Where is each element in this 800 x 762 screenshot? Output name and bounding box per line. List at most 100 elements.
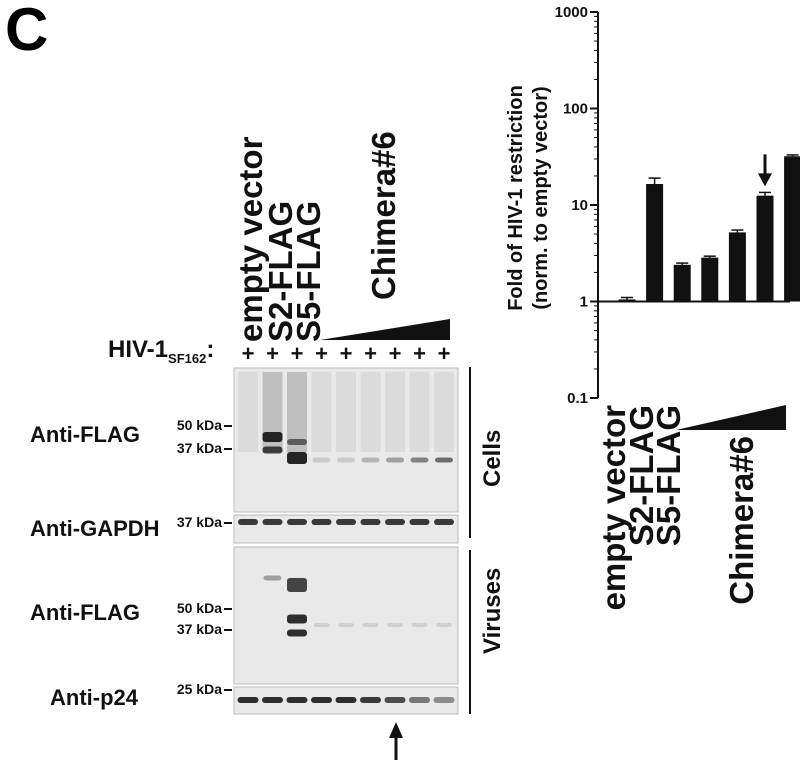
blot-band [311, 519, 332, 525]
blot-smear [238, 372, 258, 452]
mw-marker: 50 kDa [177, 417, 222, 433]
blot-band [362, 623, 379, 627]
blot-band [361, 457, 380, 463]
blot-band [287, 614, 307, 624]
blot-band [287, 452, 307, 464]
titration-wedge-blot [320, 319, 450, 340]
blot-band [411, 623, 428, 627]
blot-band [287, 439, 307, 445]
lane-label-s5-flag: S5-FLAG [290, 201, 327, 342]
blot-band [433, 697, 455, 703]
chart-bar [646, 184, 664, 302]
blot-label-cells-flag: Anti-FLAG [30, 422, 140, 447]
blot-label-gapdh: Anti-GAPDH [30, 516, 160, 541]
blot-band [237, 697, 259, 703]
blot-smear [434, 372, 454, 452]
blot-band [311, 697, 332, 703]
blot-band [262, 432, 283, 442]
virus-lane-plus: + [413, 341, 426, 366]
blot-smear [311, 372, 332, 452]
blot-band [435, 457, 453, 463]
lane-label-empty-vector: empty vector [232, 136, 269, 342]
mw-marker: 25 kDa [177, 681, 222, 697]
blot-band [335, 697, 357, 703]
mw-marker: 37 kDa [177, 440, 222, 456]
virus-label-prefix: HIV-1 [108, 336, 168, 363]
panel-letter: C [5, 0, 48, 63]
blot-band [336, 519, 356, 525]
virus-lane-plus: + [364, 341, 377, 366]
blot-band [338, 623, 354, 627]
blot-label-viruses-flag: Anti-FLAG [30, 600, 140, 625]
blot-band [313, 623, 330, 627]
blot-band [360, 519, 381, 525]
blot-band [436, 623, 452, 627]
blot-smear [409, 372, 430, 452]
blot-band [287, 519, 307, 525]
blot-band [360, 697, 381, 703]
virus-lane-plus: + [438, 341, 451, 366]
group-label-cells: Cells [479, 430, 506, 487]
chart-xlabel-s2-flag: S2-FLAG [623, 405, 660, 546]
y-tick-label: 10 [571, 197, 588, 214]
blot-band [262, 519, 283, 525]
chart-arrow-head [758, 173, 772, 187]
lane-label-s2-flag: S2-FLAG [262, 201, 299, 342]
blot-band [286, 697, 308, 703]
group-label-viruses: Viruses [479, 568, 506, 654]
blot-band [262, 697, 283, 703]
blot-band [287, 629, 307, 637]
virus-label-subscript: SF162 [168, 351, 206, 366]
blot-band [409, 519, 430, 525]
chart-bar [673, 264, 691, 302]
blot-band [434, 519, 454, 525]
chart-bar [701, 257, 719, 302]
titration-label-blot: Chimera#6 [365, 131, 402, 300]
blot-label-p24: Anti-p24 [50, 685, 139, 710]
blot-band [386, 457, 404, 463]
chart-bar [728, 232, 746, 302]
blot-band [287, 578, 307, 592]
y-tick-label: 0.1 [567, 390, 588, 407]
blot-smear [336, 372, 356, 452]
chart-bar [756, 195, 774, 302]
blot-smear [360, 372, 381, 452]
mw-marker: 50 kDa [177, 600, 222, 616]
blot-band [262, 446, 283, 454]
y-tick-label: 1000 [555, 4, 588, 21]
mw-marker: 37 kDa [177, 514, 222, 530]
virus-label: HIV-1SF162: [108, 336, 214, 366]
chart-xlabel-empty-vector: empty vector [595, 405, 632, 611]
blot-band [312, 457, 331, 463]
blot-smear [385, 372, 405, 452]
y-axis-label-line1: Fold of HIV-1 restriction [505, 85, 527, 311]
blot-band [263, 575, 282, 581]
y-tick-label: 100 [563, 101, 588, 118]
y-axis-label-line2: (norm. to empty vector) [530, 86, 552, 309]
blot-band [387, 623, 403, 627]
chart-bar [618, 299, 636, 302]
blot-band [384, 697, 406, 703]
blot-smear [287, 372, 307, 452]
blot-band [238, 519, 258, 525]
blot-band [410, 457, 429, 463]
virus-lane-plus: + [266, 341, 279, 366]
virus-lane-plus: + [291, 341, 304, 366]
virus-lane-plus: + [389, 341, 402, 366]
chart-titration-label: Chimera#6 [723, 436, 760, 605]
chart-bar [784, 156, 800, 302]
virus-lane-plus: + [242, 341, 255, 366]
chart-xlabel-s5-flag: S5-FLAG [650, 405, 687, 546]
blot-band [385, 519, 405, 525]
blot-band [409, 697, 430, 703]
titration-wedge-chart [676, 405, 786, 430]
blot-band [337, 457, 355, 463]
blot-lane-arrow [389, 722, 403, 760]
y-tick-label: 1 [580, 294, 588, 311]
virus-lane-plus: + [315, 341, 328, 366]
virus-label-colon: : [206, 336, 214, 363]
mw-marker: 37 kDa [177, 621, 222, 637]
blot-viruses-flag [233, 546, 459, 685]
virus-lane-plus: + [340, 341, 353, 366]
